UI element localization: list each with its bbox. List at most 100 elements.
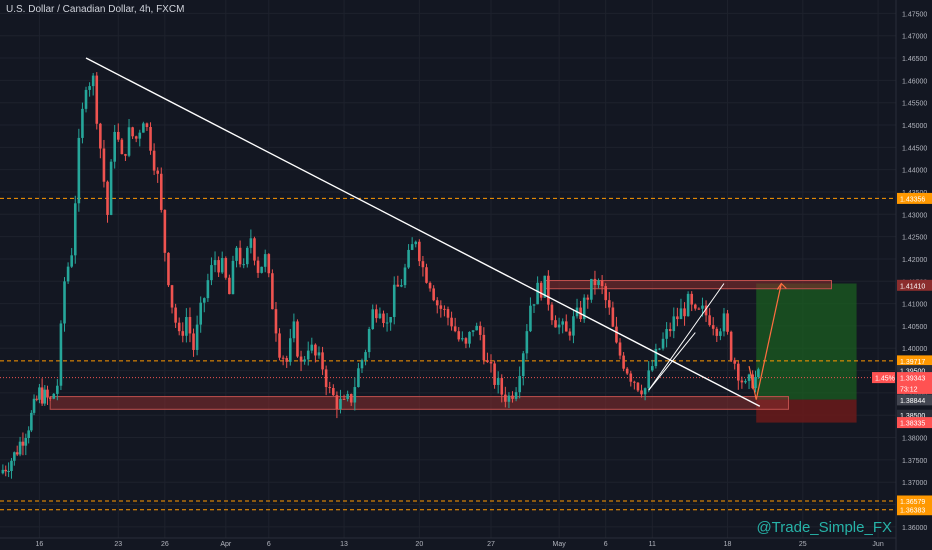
drawn-zones	[49, 280, 857, 423]
candle-body	[40, 387, 44, 404]
wedge-line	[648, 283, 725, 391]
candle-body	[654, 348, 658, 367]
candle-body	[410, 244, 414, 250]
candle-body	[142, 123, 145, 133]
candle-body	[235, 247, 238, 261]
price-tag	[897, 355, 932, 367]
price-tag	[897, 279, 932, 291]
candle-body	[496, 378, 500, 385]
projection-arrow-up	[755, 283, 782, 400]
candle-body	[378, 313, 382, 319]
candle-body	[35, 398, 39, 400]
price-axis[interactable]: 1.47500 1.47000 1.46500 1.46000 1.45500 1.450…	[895, 0, 927, 550]
candle-body	[615, 326, 618, 343]
candle-body	[385, 322, 389, 324]
x-tick-label: 6	[604, 541, 608, 548]
candle-body	[339, 398, 342, 410]
candle-body	[156, 170, 159, 174]
candle-body	[514, 392, 518, 399]
candle-body	[185, 317, 188, 336]
candle-body	[289, 338, 292, 362]
price-tag	[897, 365, 932, 377]
candle-body	[493, 363, 496, 385]
y-tick-label: 1.46500	[902, 56, 927, 63]
price-tag	[897, 495, 932, 507]
candle-body	[701, 305, 704, 309]
candle-body	[611, 307, 615, 327]
candle-body	[349, 394, 353, 403]
candle-body	[500, 378, 504, 395]
candle-body	[73, 203, 77, 256]
candle-body	[618, 342, 622, 356]
x-tick-label: 23	[114, 541, 122, 548]
candle-body	[224, 258, 228, 278]
x-tick-label: Jun	[872, 541, 883, 548]
wedge-line	[648, 332, 696, 391]
x-tick-label: 26	[161, 541, 169, 548]
price-tag-text: 1.38500	[900, 413, 925, 420]
candle-body	[213, 260, 217, 266]
candle-body	[640, 390, 643, 395]
candle-body	[84, 89, 88, 109]
candle-body	[367, 328, 371, 353]
candle-body	[711, 325, 715, 329]
candle-body	[625, 368, 629, 374]
price-tag-text: 1.38335	[900, 421, 925, 428]
drawn-lines	[85, 57, 787, 407]
y-tick-label: 1.40500	[902, 324, 927, 331]
candle-body	[435, 300, 439, 306]
price-tag-text: 73:12	[900, 386, 918, 393]
candle-body	[238, 247, 242, 265]
candle-body	[679, 308, 683, 320]
candle-body	[88, 86, 91, 90]
candle-body	[4, 469, 8, 472]
candle-body	[324, 369, 328, 388]
candle-body	[392, 284, 396, 317]
candle-body	[532, 304, 536, 306]
price-tag-text: 1.39343	[900, 376, 925, 383]
candle-body	[650, 366, 654, 371]
candle-body	[48, 397, 52, 399]
y-tick-label: 1.42500	[902, 235, 927, 242]
candle-body	[747, 374, 751, 381]
price-tag-text: 1.39500	[900, 369, 925, 376]
support-zone	[49, 396, 789, 410]
y-tick-label: 1.47500	[902, 11, 927, 18]
candle-body	[726, 313, 729, 332]
candle-body	[719, 331, 722, 336]
candle-body	[228, 277, 231, 295]
candle-body	[672, 316, 676, 332]
candle-body	[525, 331, 529, 354]
symbol-title: U.S. Dollar / Canadian Dollar, 4h, FXCM	[6, 4, 185, 15]
candle-body	[163, 209, 167, 253]
y-tick-label: 1.38000	[902, 436, 927, 443]
candle-body	[59, 323, 63, 386]
percent-tag	[872, 372, 895, 384]
candle-body	[124, 154, 127, 156]
candle-body	[149, 126, 152, 151]
candle-body	[109, 161, 113, 215]
candle-body	[521, 353, 525, 377]
price-tag	[897, 409, 932, 421]
time-axis[interactable]: 16 23 26 Apr 6 13 20 27 May 6 11 18 25 Jun	[0, 537, 896, 548]
candle-body	[507, 395, 511, 402]
candle-body	[43, 389, 47, 404]
candle-body	[647, 370, 651, 389]
candle-body	[63, 281, 66, 324]
y-tick-label: 1.37000	[902, 480, 927, 487]
candle-body	[389, 316, 392, 323]
candle-body	[489, 362, 493, 364]
candle-body	[70, 255, 73, 267]
candle-body	[102, 148, 106, 182]
candle-body	[482, 334, 486, 361]
candle-body	[564, 321, 568, 332]
horizontal-levels	[0, 197, 896, 511]
candle-body	[443, 308, 446, 310]
candle-body	[693, 304, 697, 309]
candle-body	[152, 150, 156, 171]
candle-body	[91, 75, 95, 87]
price-tag-text: 1.39717	[900, 359, 925, 366]
candle-body	[317, 352, 321, 356]
